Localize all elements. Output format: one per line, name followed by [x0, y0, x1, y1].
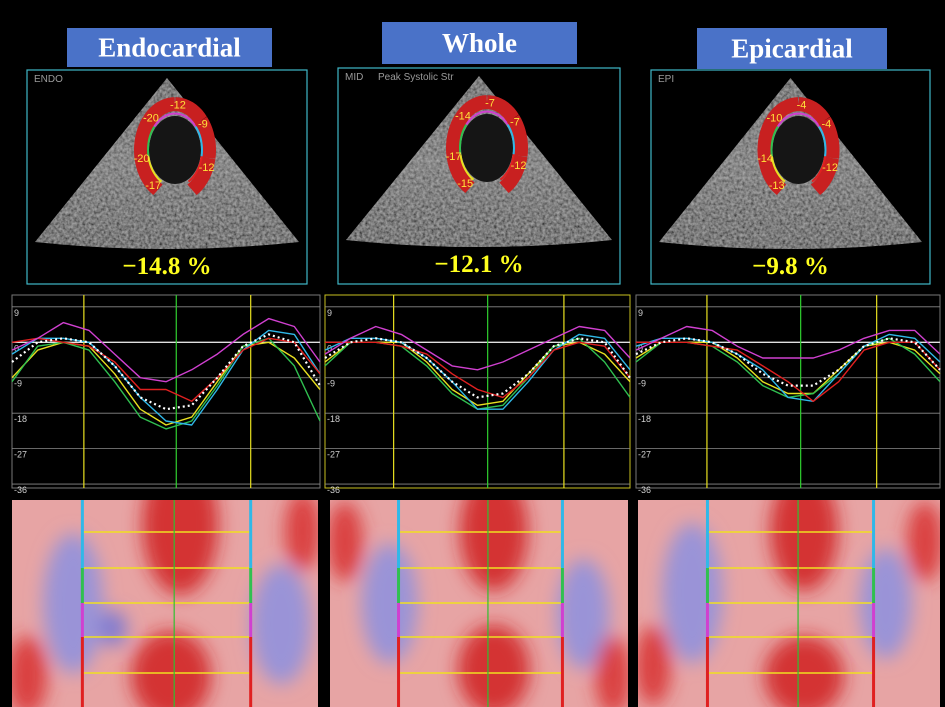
- segment-strain: -12: [511, 160, 527, 172]
- y-tick-label: 9: [327, 308, 332, 318]
- strain-map: [635, 471, 943, 707]
- y-tick-label: -36: [14, 485, 27, 495]
- view-note: Peak Systolic Str: [378, 72, 454, 83]
- segment-strain: -7: [485, 97, 495, 109]
- segment-strain: -9: [198, 119, 208, 131]
- map-blob: [662, 523, 722, 663]
- view-label: ENDO: [34, 74, 63, 85]
- ventricle-cavity: [149, 116, 201, 184]
- global-strain: −9.8 %: [752, 253, 829, 280]
- segment-strain: -12: [199, 162, 215, 174]
- segment-strain: -14: [757, 153, 773, 165]
- segment-strain: -14: [455, 111, 471, 123]
- segment-strain: -12: [822, 162, 838, 174]
- view-label: EPI: [658, 74, 674, 85]
- y-tick-label: -9: [14, 379, 22, 389]
- map-blob: [635, 626, 671, 706]
- segment-strain: -20: [134, 153, 150, 165]
- segment-strain: -7: [510, 117, 520, 129]
- map-blob: [251, 564, 311, 684]
- plot-frame: [325, 295, 630, 488]
- strain-map: [327, 471, 631, 707]
- y-tick-label: -18: [638, 414, 651, 424]
- segment-strain: -4: [797, 99, 807, 111]
- y-tick-label: -9: [638, 379, 646, 389]
- y-tick-label: -36: [638, 485, 651, 495]
- y-tick-label: -27: [638, 450, 651, 460]
- segment-strain: -12: [170, 99, 186, 111]
- panel-header: Whole: [442, 28, 517, 58]
- segment-strain: -15: [457, 178, 473, 190]
- y-tick-label: -18: [14, 414, 27, 424]
- y-tick-label: -36: [327, 485, 340, 495]
- map-blob: [770, 471, 838, 591]
- plot-frame: [636, 295, 940, 488]
- ventricle-cavity: [773, 116, 825, 184]
- plot-frame: [12, 295, 320, 488]
- y-tick-label: -18: [327, 414, 340, 424]
- global-strain: −14.8 %: [122, 253, 211, 280]
- view-label: MID: [345, 72, 363, 83]
- segment-strain: -4: [821, 119, 831, 131]
- global-strain: −12.1 %: [434, 251, 523, 278]
- y-tick-label: -9: [327, 379, 335, 389]
- map-blob: [99, 610, 127, 646]
- segment-strain: -17: [446, 151, 462, 163]
- ventricle-cavity: [461, 114, 513, 182]
- segment-strain: -20: [143, 113, 159, 125]
- map-blob: [327, 501, 363, 581]
- y-tick-label: -27: [14, 450, 27, 460]
- panel-header: Endocardial: [98, 33, 241, 63]
- y-tick-label: -27: [327, 450, 340, 460]
- strain-map: [7, 455, 320, 707]
- segment-strain: -10: [767, 113, 783, 125]
- y-tick-label: 9: [14, 308, 19, 318]
- figure: Endocardial ENDO -20 -12 -9 -20 -12 -17 −14.8 % 9…: [0, 0, 945, 707]
- segment-strain: -13: [769, 180, 785, 192]
- y-tick-label: 9: [638, 308, 643, 318]
- map-blob: [285, 491, 321, 571]
- segment-strain: -17: [145, 180, 161, 192]
- panel-header: Epicardial: [731, 34, 853, 64]
- map-blob: [907, 501, 943, 581]
- map-blob: [460, 471, 528, 591]
